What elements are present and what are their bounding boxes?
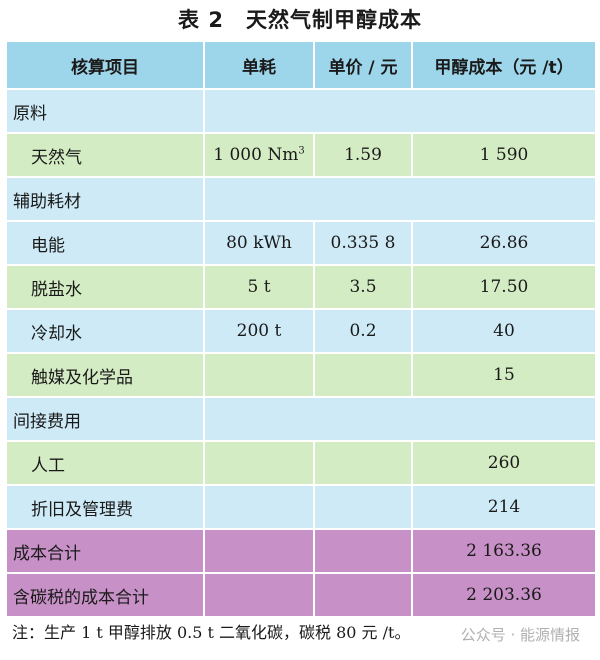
watermark-text: 公众号 · 能源情报 [460, 626, 580, 644]
usage-cell: 1 000 Nm3 [203, 132, 315, 178]
table-note: 注：生产 1 t 甲醇排放 0.5 t 二氧化碳，碳税 80 元 /t。 公众号… [0, 618, 600, 656]
item-label: 人工 [5, 440, 205, 486]
table-title: 表 2 天然气制甲醇成本 [178, 8, 422, 32]
price-cell: 1.59 [313, 132, 413, 178]
price-cell [313, 440, 413, 486]
section-fill [203, 176, 597, 222]
price-cell [313, 484, 413, 530]
cost-cell: 17.50 [411, 264, 597, 310]
item-label: 冷却水 [5, 308, 205, 354]
usage-cell [203, 572, 315, 618]
item-label: 触媒及化学品 [5, 352, 205, 398]
total-label: 含碳税的成本合计 [5, 572, 205, 618]
cost-cell: 26.86 [411, 220, 597, 266]
table-row: 触媒及化学品 15 [5, 352, 597, 398]
table-row: 脱盐水 5 t 3.5 17.50 [5, 264, 597, 310]
table-row-section-aux: 辅助耗材 [5, 176, 597, 222]
header-cost: 甲醇成本（元 /t） [411, 40, 597, 90]
cost-cell: 15 [411, 352, 597, 398]
usage-cell: 80 kWh [203, 220, 315, 266]
table-row-total-carbon: 含碳税的成本合计 2 203.36 [5, 572, 597, 618]
usage-cell: 5 t [203, 264, 315, 310]
table-row: 人工 260 [5, 440, 597, 486]
usage-cell: 200 t [203, 308, 315, 354]
header-item: 核算项目 [5, 40, 205, 90]
price-cell: 0.2 [313, 308, 413, 354]
table-row-section-raw: 原料 [5, 88, 597, 134]
price-cell [313, 528, 413, 574]
price-cell: 3.5 [313, 264, 413, 310]
item-label: 天然气 [5, 132, 205, 178]
cost-cell: 214 [411, 484, 597, 530]
header-usage: 单耗 [203, 40, 315, 90]
cost-cell: 40 [411, 308, 597, 354]
table-row: 电能 80 kWh 0.335 8 26.86 [5, 220, 597, 266]
price-cell [313, 352, 413, 398]
note-text: 注：生产 1 t 甲醇排放 0.5 t 二氧化碳，碳税 80 元 /t。 [12, 623, 411, 642]
item-label: 脱盐水 [5, 264, 205, 310]
total-label: 成本合计 [5, 528, 205, 574]
item-label: 电能 [5, 220, 205, 266]
table-row-total: 成本合计 2 163.36 [5, 528, 597, 574]
header-price: 单价 / 元 [313, 40, 413, 90]
table-header-row: 核算项目 单耗 单价 / 元 甲醇成本（元 /t） [5, 40, 597, 90]
cost-cell: 1 590 [411, 132, 597, 178]
section-fill [203, 88, 597, 134]
table-row: 天然气 1 000 Nm3 1.59 1 590 [5, 132, 597, 178]
section-label: 辅助耗材 [5, 176, 205, 222]
usage-cell [203, 352, 315, 398]
total-cost-cell: 2 203.36 [411, 572, 597, 618]
section-label: 原料 [5, 88, 205, 134]
usage-cell [203, 440, 315, 486]
table-row: 冷却水 200 t 0.2 40 [5, 308, 597, 354]
table-row-section-indirect: 间接费用 [5, 396, 597, 442]
price-cell: 0.335 8 [313, 220, 413, 266]
total-cost-cell: 2 163.36 [411, 528, 597, 574]
section-fill [203, 396, 597, 442]
price-cell [313, 572, 413, 618]
cost-cell: 260 [411, 440, 597, 486]
section-label: 间接费用 [5, 396, 205, 442]
item-label: 折旧及管理费 [5, 484, 205, 530]
usage-cell [203, 484, 315, 530]
cost-table: 核算项目 单耗 单价 / 元 甲醇成本（元 /t） 原料 天然气 1 000 N… [5, 40, 597, 618]
usage-cell [203, 528, 315, 574]
table-row: 折旧及管理费 214 [5, 484, 597, 530]
